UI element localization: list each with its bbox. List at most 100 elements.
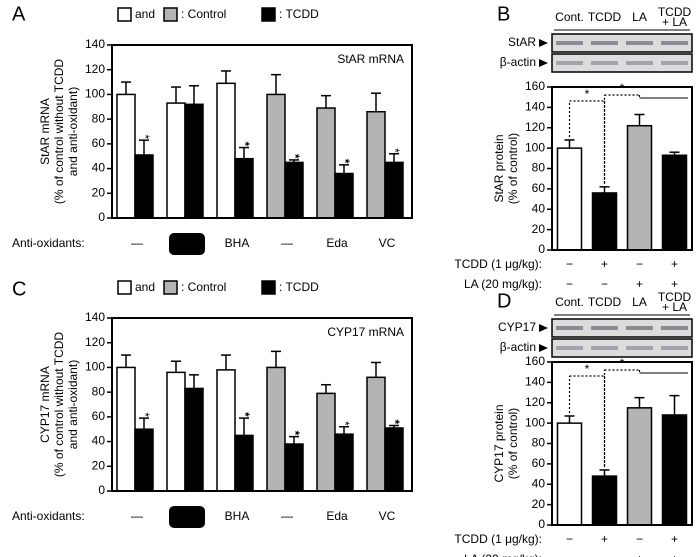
comparison-label: * bbox=[585, 362, 590, 376]
y-tick-label: 80 bbox=[532, 436, 546, 450]
bar bbox=[184, 103, 204, 219]
chart-title: CYP17 mRNA bbox=[327, 325, 404, 339]
y-tick-label: 40 bbox=[92, 161, 106, 175]
panel-letter: D bbox=[497, 290, 511, 312]
band-signal bbox=[661, 41, 688, 45]
band-signal bbox=[556, 326, 583, 330]
condition-mark: − bbox=[566, 277, 573, 291]
y-axis-label: StAR protein bbox=[492, 134, 506, 202]
y-tick-label: 100 bbox=[525, 415, 545, 429]
band-signal bbox=[661, 61, 688, 65]
plot-frame bbox=[111, 317, 413, 492]
x-tick-label: — bbox=[281, 236, 293, 250]
x-tick-label: — bbox=[281, 509, 293, 523]
lane-label: LA bbox=[632, 295, 647, 309]
y-tick-label: 20 bbox=[532, 222, 546, 236]
significance: * bbox=[338, 421, 352, 426]
bar bbox=[116, 366, 136, 492]
x-axis-label: Anti-oxidants: bbox=[12, 509, 85, 523]
x-tick-label: Eda bbox=[326, 509, 348, 523]
condition-mark: − bbox=[566, 532, 573, 546]
legend-label: : Control bbox=[181, 280, 226, 294]
y-tick-label: 40 bbox=[92, 434, 106, 448]
y-tick-label: 80 bbox=[92, 384, 106, 398]
bar bbox=[284, 161, 304, 219]
significance: * bbox=[138, 412, 152, 417]
x-tick-label: BHA bbox=[225, 236, 250, 250]
condition-mark: + bbox=[671, 552, 678, 557]
y-tick-label: 80 bbox=[92, 111, 106, 125]
y-axis-label: CYP17 mRNA bbox=[38, 366, 52, 443]
x-tick-label: LA bbox=[180, 509, 195, 523]
significance: * bbox=[388, 148, 402, 153]
legend-label: : TCDD bbox=[279, 280, 319, 294]
bar bbox=[556, 422, 583, 526]
bar bbox=[316, 107, 336, 219]
band-label: StAR bbox=[508, 35, 536, 49]
bar bbox=[366, 376, 386, 492]
y-axis-label: StAR mRNA bbox=[38, 98, 52, 165]
bar bbox=[556, 147, 583, 251]
comparison-label: * bbox=[620, 356, 625, 370]
condition-mark: − bbox=[566, 257, 573, 271]
legend-swatch bbox=[163, 280, 178, 295]
bar bbox=[134, 154, 154, 219]
y-tick-label: 160 bbox=[525, 354, 545, 368]
condition-mark: − bbox=[636, 257, 643, 271]
condition-mark: + bbox=[636, 277, 643, 291]
lane-label: TCDD bbox=[658, 290, 692, 304]
y-axis-label: and anti-oxidant) bbox=[66, 87, 80, 176]
blot-band bbox=[551, 33, 693, 53]
bar bbox=[116, 93, 136, 219]
significance: ** bbox=[388, 419, 402, 425]
band-signal bbox=[591, 41, 618, 45]
blot-band bbox=[551, 53, 693, 73]
y-tick-label: 0 bbox=[98, 483, 105, 497]
y-tick-label: 60 bbox=[92, 409, 106, 423]
panel-letter: B bbox=[497, 3, 510, 25]
bar bbox=[626, 124, 653, 251]
bar bbox=[266, 93, 286, 219]
band-signal bbox=[556, 41, 583, 45]
legend-swatch bbox=[261, 280, 276, 295]
condition-mark: + bbox=[601, 257, 608, 271]
condition-mark: − bbox=[601, 277, 608, 291]
condition-mark: + bbox=[671, 277, 678, 291]
band-label: β-actin bbox=[500, 340, 536, 354]
condition-mark: + bbox=[671, 532, 678, 546]
condition-label: TCDD (1 μg/kg): bbox=[454, 532, 542, 546]
y-tick-label: 140 bbox=[85, 310, 105, 324]
significance: ** bbox=[338, 159, 352, 165]
y-tick-label: 100 bbox=[85, 360, 105, 374]
lane-label: Cont. bbox=[555, 295, 584, 309]
y-tick-label: 160 bbox=[525, 79, 545, 93]
legend-label: : TCDD bbox=[279, 7, 319, 21]
y-tick-label: 60 bbox=[532, 456, 546, 470]
band-signal bbox=[626, 326, 653, 330]
significance: ** bbox=[288, 154, 302, 160]
legend-swatch bbox=[261, 7, 276, 22]
condition-mark: + bbox=[671, 257, 678, 271]
bar bbox=[166, 102, 186, 219]
condition-label: LA (20 mg/kg): bbox=[464, 277, 542, 291]
bar bbox=[234, 434, 254, 492]
bar bbox=[184, 387, 204, 492]
y-tick-label: 120 bbox=[525, 395, 545, 409]
condition-label: TCDD (1 μg/kg): bbox=[454, 257, 542, 271]
x-axis-label: Anti-oxidants: bbox=[12, 236, 85, 250]
plot-frame bbox=[551, 361, 693, 526]
bar bbox=[334, 433, 354, 492]
band-arrow bbox=[539, 59, 548, 67]
significance: ** bbox=[288, 430, 302, 436]
y-tick-label: 120 bbox=[85, 335, 105, 349]
lane-label: TCDD bbox=[588, 295, 622, 309]
bar bbox=[266, 366, 286, 492]
band-signal bbox=[556, 346, 583, 350]
band-arrow bbox=[539, 344, 548, 352]
condition-mark: + bbox=[636, 552, 643, 557]
band-signal bbox=[626, 61, 653, 65]
x-tick-label: LA bbox=[180, 236, 195, 250]
panel-letter: C bbox=[12, 278, 26, 300]
lane-label: Cont. bbox=[555, 10, 584, 24]
